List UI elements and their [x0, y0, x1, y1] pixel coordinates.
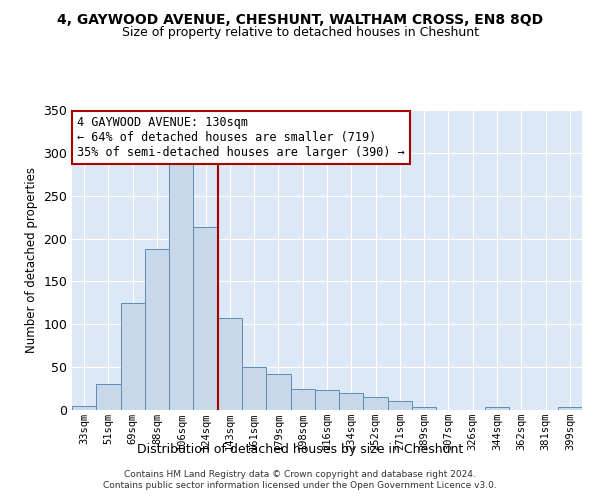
Text: Size of property relative to detached houses in Cheshunt: Size of property relative to detached ho… — [121, 26, 479, 39]
Text: Contains HM Land Registry data © Crown copyright and database right 2024.: Contains HM Land Registry data © Crown c… — [124, 470, 476, 479]
Bar — [96, 384, 121, 410]
Bar — [364, 397, 388, 410]
Bar — [242, 367, 266, 410]
Bar — [290, 388, 315, 410]
Bar — [266, 374, 290, 410]
Bar — [558, 406, 582, 410]
Bar — [193, 228, 218, 410]
Bar — [72, 406, 96, 410]
Bar — [315, 390, 339, 410]
Y-axis label: Number of detached properties: Number of detached properties — [25, 167, 38, 353]
Text: 4, GAYWOOD AVENUE, CHESHUNT, WALTHAM CROSS, EN8 8QD: 4, GAYWOOD AVENUE, CHESHUNT, WALTHAM CRO… — [57, 12, 543, 26]
Text: Distribution of detached houses by size in Cheshunt: Distribution of detached houses by size … — [137, 442, 463, 456]
Bar — [388, 402, 412, 410]
Text: Contains public sector information licensed under the Open Government Licence v3: Contains public sector information licen… — [103, 481, 497, 490]
Bar — [121, 303, 145, 410]
Bar — [339, 393, 364, 410]
Text: 4 GAYWOOD AVENUE: 130sqm
← 64% of detached houses are smaller (719)
35% of semi-: 4 GAYWOOD AVENUE: 130sqm ← 64% of detach… — [77, 116, 405, 159]
Bar — [145, 249, 169, 410]
Bar — [218, 318, 242, 410]
Bar — [485, 408, 509, 410]
Bar — [412, 406, 436, 410]
Bar — [169, 159, 193, 410]
